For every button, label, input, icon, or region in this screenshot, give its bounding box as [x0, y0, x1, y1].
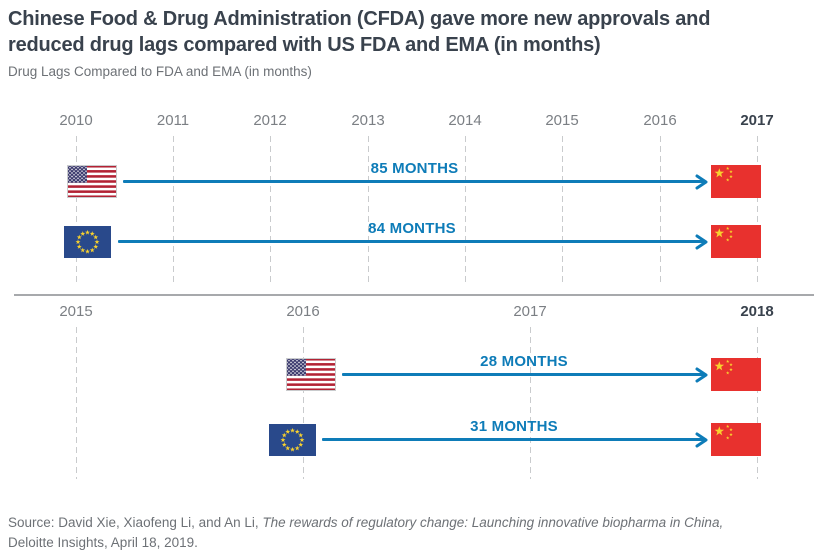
lag-arrow — [342, 367, 708, 382]
source-text-regular: Source: David Xie, Xiaofeng Li, and An L… — [8, 515, 263, 530]
lag-label: 28 MONTHS — [480, 353, 568, 370]
gridline — [76, 136, 77, 286]
lag-arrow — [322, 432, 708, 447]
gridline — [465, 136, 466, 286]
page-title-line1: Chinese Food & Drug Administration (CFDA… — [8, 8, 711, 30]
eu-flag-icon — [269, 424, 316, 456]
gridline — [660, 136, 661, 286]
year-label: 2010 — [59, 112, 93, 129]
gridline — [562, 136, 563, 286]
section-divider — [14, 294, 814, 296]
gridline — [368, 136, 369, 286]
eu-flag-icon — [64, 226, 111, 258]
source-text-italic: The rewards of regulatory change: Launch… — [262, 515, 724, 530]
source-text-line2: Deloitte Insights, April 18, 2019. — [8, 535, 198, 550]
china-flag-icon — [711, 165, 761, 198]
lag-label: 31 MONTHS — [470, 418, 558, 435]
year-label: 2016 — [286, 303, 320, 320]
arrowhead-icon — [695, 174, 708, 189]
gridline — [757, 136, 758, 286]
year-label: 2012 — [253, 112, 287, 129]
us-flag-icon — [286, 358, 336, 391]
page-title: Chinese Food & Drug Administration (CFDA… — [8, 6, 808, 58]
arrowhead-icon — [695, 367, 708, 382]
gridline — [173, 136, 174, 286]
gridline — [76, 327, 77, 479]
gridline — [757, 327, 758, 479]
china-flag-icon — [711, 358, 761, 391]
arrowhead-icon — [695, 234, 708, 249]
year-label: 2014 — [448, 112, 482, 129]
year-label: 2017 — [513, 303, 547, 320]
year-label-highlight: 2017 — [740, 112, 774, 129]
us-flag-icon — [67, 165, 117, 198]
source-note: Source: David Xie, Xiaofeng Li, and An L… — [8, 513, 820, 553]
gridline — [530, 327, 531, 479]
year-label: 2011 — [156, 112, 190, 129]
lag-label: 85 MONTHS — [370, 160, 459, 177]
year-label: 2016 — [643, 112, 677, 129]
year-label-highlight: 2018 — [740, 303, 774, 320]
chart-subtitle: Drug Lags Compared to FDA and EMA (in mo… — [8, 64, 312, 79]
year-label: 2013 — [351, 112, 385, 129]
page-title-line2: reduced drug lags compared with US FDA a… — [8, 34, 601, 56]
arrowhead-icon — [695, 432, 708, 447]
china-flag-icon — [711, 225, 761, 258]
gridline — [303, 327, 304, 479]
year-label: 2015 — [545, 112, 579, 129]
gridline — [270, 136, 271, 286]
lag-arrow — [123, 174, 708, 189]
china-flag-icon — [711, 423, 761, 456]
year-label: 2015 — [59, 303, 93, 320]
lag-label: 84 MONTHS — [368, 220, 456, 237]
lag-arrow — [118, 234, 708, 249]
